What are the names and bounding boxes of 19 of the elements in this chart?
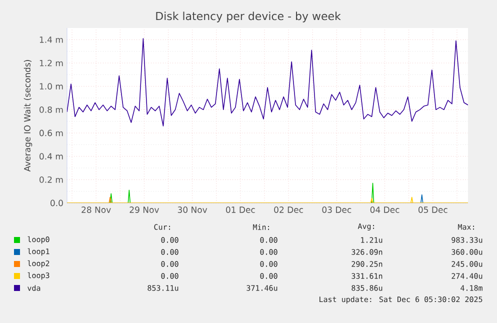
y-tick-label: 0.8 m: [40, 106, 63, 113]
y-tick-label: 0.4 m: [40, 153, 63, 160]
y-axis-title: Average IO Wait (seconds): [24, 60, 32, 172]
x-tick-label: 28 Nov: [82, 206, 111, 213]
y-tick-label: 0.2 m: [40, 176, 63, 183]
x-tick-label: 04 Dec: [370, 206, 400, 213]
y-tick-label: 1.0 m: [40, 83, 63, 90]
x-tick-label: 29 Nov: [130, 206, 159, 213]
y-tick-label: 1.4 m: [40, 36, 63, 43]
x-tick-label: 03 Dec: [322, 206, 352, 213]
x-tick-label: 05 Dec: [418, 206, 448, 213]
x-tick-label: 02 Dec: [274, 206, 303, 213]
y-tick-label: 0.0: [50, 200, 63, 206]
line-series: [67, 38, 468, 126]
y-tick-label: 1.2 m: [40, 60, 63, 66]
chart-title: Disk latency per device - by week: [156, 12, 341, 22]
x-tick-label: 30 Nov: [178, 206, 208, 213]
y-tick-label: 0.6 m: [40, 130, 63, 136]
x-tick-label: 01 Dec: [226, 206, 255, 213]
